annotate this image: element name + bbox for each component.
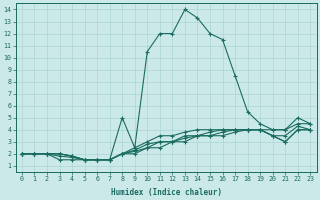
- X-axis label: Humidex (Indice chaleur): Humidex (Indice chaleur): [111, 188, 221, 197]
